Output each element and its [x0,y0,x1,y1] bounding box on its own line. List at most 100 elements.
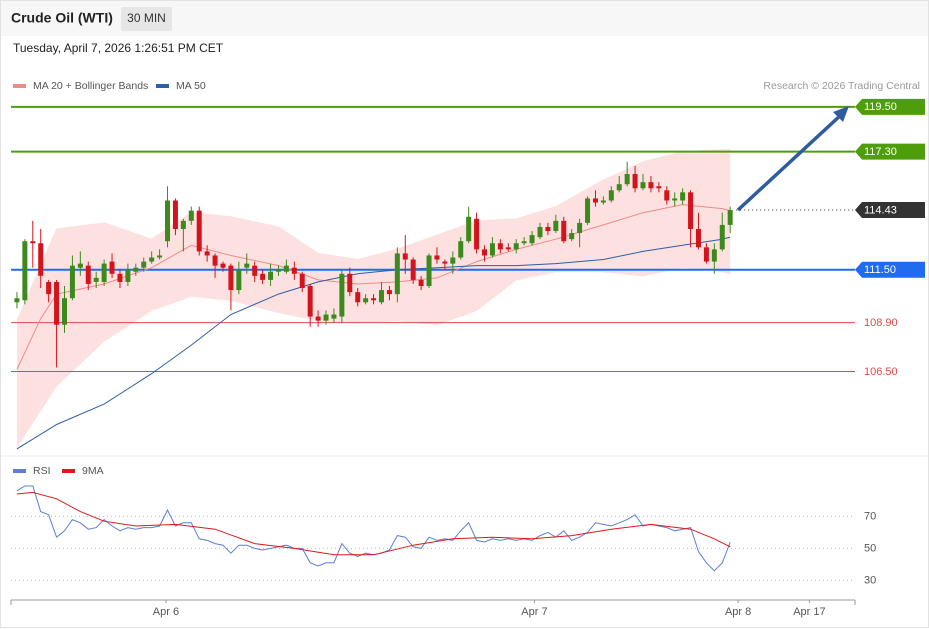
candle-body [38,243,44,276]
candle-body [466,216,472,242]
candle-body [497,243,503,250]
candle-body [172,200,178,229]
candle-body [133,267,139,272]
candle-body [331,314,337,319]
candle-body [394,253,400,295]
candle-body [624,174,630,185]
candle-body [141,261,147,268]
candle-body [664,190,670,201]
candle-body [727,210,733,225]
y-tick-label: 50 [864,542,876,554]
candle-body [553,220,559,232]
candle-body [418,279,424,287]
legend-label: 9MA [82,465,104,477]
legend-label: MA 50 [176,80,206,92]
level-label: 111.50 [864,264,896,276]
level-label: 108.90 [864,317,898,329]
candle-body [680,192,686,201]
candle-body [30,241,36,244]
x-tick-label: Apr 17 [793,606,825,618]
candle-body [513,243,519,250]
level-label: 117.30 [864,146,897,158]
candle-body [180,220,186,229]
level-tag [855,98,925,115]
candle-body [307,286,313,317]
price-panel: 119.50 117.30 114.43 111.50 108.90 106.50 MA 2… [11,80,925,450]
candle-body [252,265,258,276]
candle-body [283,265,289,272]
candle-body [703,247,709,262]
candle-body [608,190,614,201]
candle-body [545,226,551,232]
level-label: 119.50 [864,101,897,113]
candle-body [22,241,28,301]
candle-body [93,277,99,282]
moving-average [16,204,731,370]
candle-body [125,269,131,282]
legend-swatch [13,84,26,88]
candle-body [577,222,583,234]
level-label: 106.50 [864,366,898,378]
candle-body [212,255,218,266]
x-tick-label: Apr 6 [153,606,179,618]
candle-body [117,273,123,282]
candle-body [323,314,329,321]
candle-body [378,290,384,303]
candle-body [69,265,75,299]
candle-body [291,267,297,274]
candle-body [458,241,464,258]
candle-body [402,253,408,260]
candle-body [220,263,226,268]
candle-body [268,271,274,280]
candle-body [529,235,535,244]
candle-body [719,224,725,250]
candle-body [442,261,448,264]
candle-body [204,251,210,256]
interval-badge[interactable] [121,7,172,31]
candle-body [640,182,646,189]
candle-body [244,263,250,268]
candle-body [355,292,361,303]
title: Crude Oil (WTI) [11,10,113,26]
candle-body [695,228,701,248]
y-tick-label: 70 [864,510,876,522]
candle-body [450,257,456,264]
candle-body [347,273,353,293]
candle-body [386,290,392,295]
candle-body [656,186,662,189]
candle-body [85,265,91,284]
candle-body [61,298,67,325]
candle-body [521,241,527,244]
forecast-arrowhead [833,106,849,122]
candle-body [426,255,432,287]
candle-body [236,269,242,291]
level-tag [855,143,925,160]
candle-body [474,218,480,250]
level-tag [855,261,925,278]
legend-swatch [156,84,169,88]
candle-body [648,182,654,189]
level-label: 114.43 [864,204,897,216]
candle-body [592,198,598,203]
x-tick-label: Apr 7 [521,606,547,618]
candle-body [275,269,281,272]
candle-body [672,198,678,201]
candle-body [149,257,155,262]
candle-body [569,233,575,240]
level-tag [855,202,925,219]
candle-body [688,192,694,229]
candle-body [339,273,345,317]
candle-body [196,210,202,252]
y-tick-label: 30 [864,574,876,586]
legend-swatch [62,469,75,473]
bollinger-lower [16,267,731,448]
candle-body [101,263,107,282]
candle-body [109,261,115,274]
candle-body [14,298,20,303]
candle-body [46,281,52,295]
candle-body [505,247,511,250]
timestamp: Tuesday, April 7, 2026 1:26:51 PM CET [13,41,224,55]
credit: Research © 2026 Trading Central [763,80,920,92]
rsi-panel: 30 50 70 Apr 6 Apr 7 Apr 8 Apr 17 RSI 9MA [10,465,876,618]
candle-body [561,220,567,242]
